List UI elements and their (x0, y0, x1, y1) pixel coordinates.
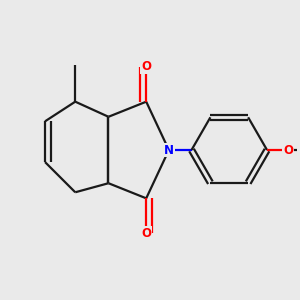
Text: O: O (141, 61, 151, 74)
Text: O: O (141, 226, 151, 239)
Text: O: O (283, 143, 293, 157)
Text: N: N (164, 143, 174, 157)
